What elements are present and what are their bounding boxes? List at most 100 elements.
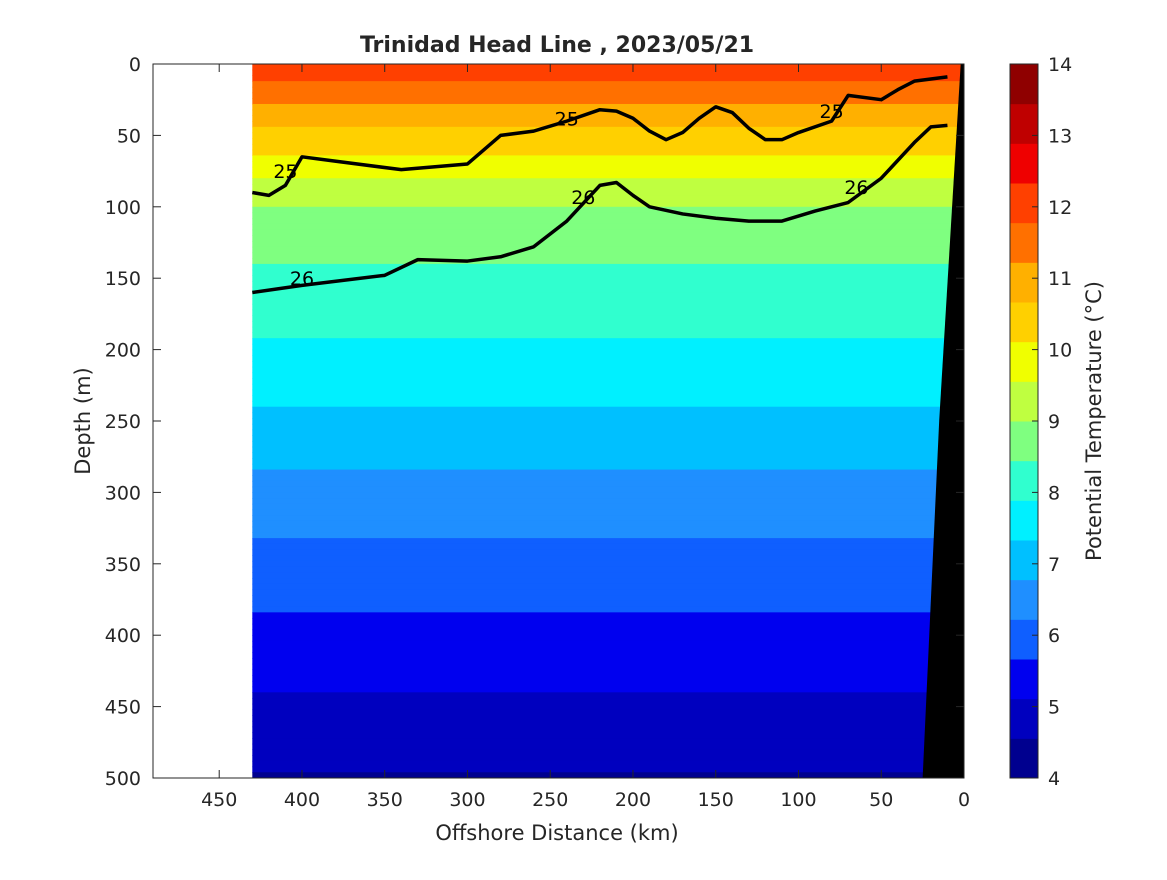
temperature-band: [252, 98, 964, 105]
temperature-band: [252, 675, 964, 682]
colorbar-tick-label: 5: [1048, 697, 1060, 719]
temperature-band: [252, 241, 964, 248]
temperature-band: [252, 475, 964, 482]
temperature-band: [252, 623, 964, 631]
temperature-band: [252, 275, 964, 282]
x-tick-label: 450: [201, 789, 237, 811]
contour-label: 26: [844, 177, 868, 199]
temperature-band: [252, 326, 964, 334]
temperature-band: [252, 760, 964, 768]
x-axis: 450 400 350 300 250 200 150 100 50 0: [201, 64, 970, 811]
x-tick-label: 200: [615, 789, 651, 811]
temperature-band: [252, 549, 964, 556]
temperature-band: [252, 543, 964, 551]
y-axis: 0 50 100 150 200 250 300 350 400 450 500: [105, 54, 964, 790]
y-tick-label: 150: [105, 268, 141, 290]
temperature-band: [252, 520, 964, 528]
temperature-band: [252, 446, 964, 454]
temperature-band: [252, 406, 964, 414]
x-tick-label: 400: [284, 789, 320, 811]
temperature-band: [252, 486, 964, 493]
temperature-band: [252, 372, 964, 379]
colorbar-tick-label: 12: [1048, 197, 1072, 219]
temperature-band: [252, 440, 964, 448]
temperature-band: [252, 480, 964, 488]
colorbar-tick-label: 6: [1048, 625, 1060, 647]
colorbar-swatch: [1010, 341, 1038, 382]
temperature-band: [252, 132, 964, 139]
temperature-band: [252, 69, 964, 77]
temperature-band: [252, 686, 964, 693]
x-axis-label: Offshore Distance (km): [435, 821, 678, 845]
y-tick-label: 0: [129, 54, 141, 76]
colorbar-swatch: [1010, 540, 1038, 581]
y-tick-label: 50: [117, 125, 141, 147]
temperature-band: [252, 286, 964, 294]
temperature-band: [252, 263, 964, 271]
y-tick-label: 250: [105, 411, 141, 433]
y-tick-label: 500: [105, 768, 141, 790]
temperature-band: [252, 109, 964, 117]
temperature-band: [252, 172, 964, 179]
temperature-band: [252, 75, 964, 82]
colorbar-swatch: [1010, 64, 1038, 105]
temperature-band: [252, 361, 964, 368]
contour-label: 26: [290, 268, 314, 290]
temperature-band: [252, 223, 964, 231]
temperature-band: [252, 463, 964, 471]
colorbar-tick-label: 9: [1048, 411, 1060, 433]
colorbar-tick-label: 7: [1048, 554, 1060, 576]
temperature-band: [252, 429, 964, 436]
temperature-band: [252, 749, 964, 756]
colorbar-swatch: [1010, 421, 1038, 462]
temperature-band: [252, 715, 964, 722]
temperature-band: [252, 560, 964, 568]
temperature-band: [252, 635, 964, 642]
temperature-band: [252, 349, 964, 356]
temperature-band: [252, 178, 964, 185]
temperature-band: [252, 115, 964, 122]
y-tick-label: 200: [105, 340, 141, 362]
temperature-band: [252, 726, 964, 733]
temperature-band: [252, 64, 964, 71]
temperature-band: [252, 121, 964, 128]
temperature-band: [252, 103, 964, 111]
x-tick-label: 100: [780, 789, 816, 811]
temperature-band: [252, 618, 964, 625]
density-contour-26: [252, 123, 948, 295]
temperature-band: [252, 766, 964, 773]
colorbar-swatch: [1010, 659, 1038, 700]
temperature-band: [252, 258, 964, 265]
temperature-band: [252, 640, 964, 648]
temperature-band: [252, 235, 964, 242]
temperature-band: [252, 469, 964, 476]
y-tick-label: 100: [105, 197, 141, 219]
temperature-band: [252, 395, 964, 402]
colorbar-swatch: [1010, 262, 1038, 303]
colorbar-swatch: [1010, 143, 1038, 184]
temperature-band: [252, 229, 964, 236]
colorbar-swatch: [1010, 103, 1038, 144]
temperature-band: [252, 201, 964, 208]
seafloor-bathymetry: [922, 64, 964, 778]
colorbar-swatch: [1010, 381, 1038, 422]
temperature-band: [252, 166, 964, 174]
temperature-band: [252, 452, 964, 459]
temperature-band: [252, 366, 964, 374]
temperature-band: [252, 149, 964, 156]
density-contour-25: [252, 75, 948, 198]
temperature-band: [252, 383, 964, 391]
temperature-band: [252, 343, 964, 351]
x-tick-label: 250: [532, 789, 568, 811]
temperature-band: [252, 143, 964, 151]
temperature-band: [252, 161, 964, 168]
contour-label: 26: [571, 187, 595, 209]
temperature-band: [252, 189, 964, 196]
temperature-band: [252, 309, 964, 316]
temperature-band: [252, 418, 964, 425]
x-tick-label: 150: [698, 789, 734, 811]
temperature-band: [252, 498, 964, 505]
temperature-band: [252, 595, 964, 602]
temperature-band: [252, 401, 964, 408]
colorbar: 4 5 6 7 8 9 10 11 12 13 14: [1009, 54, 1072, 790]
